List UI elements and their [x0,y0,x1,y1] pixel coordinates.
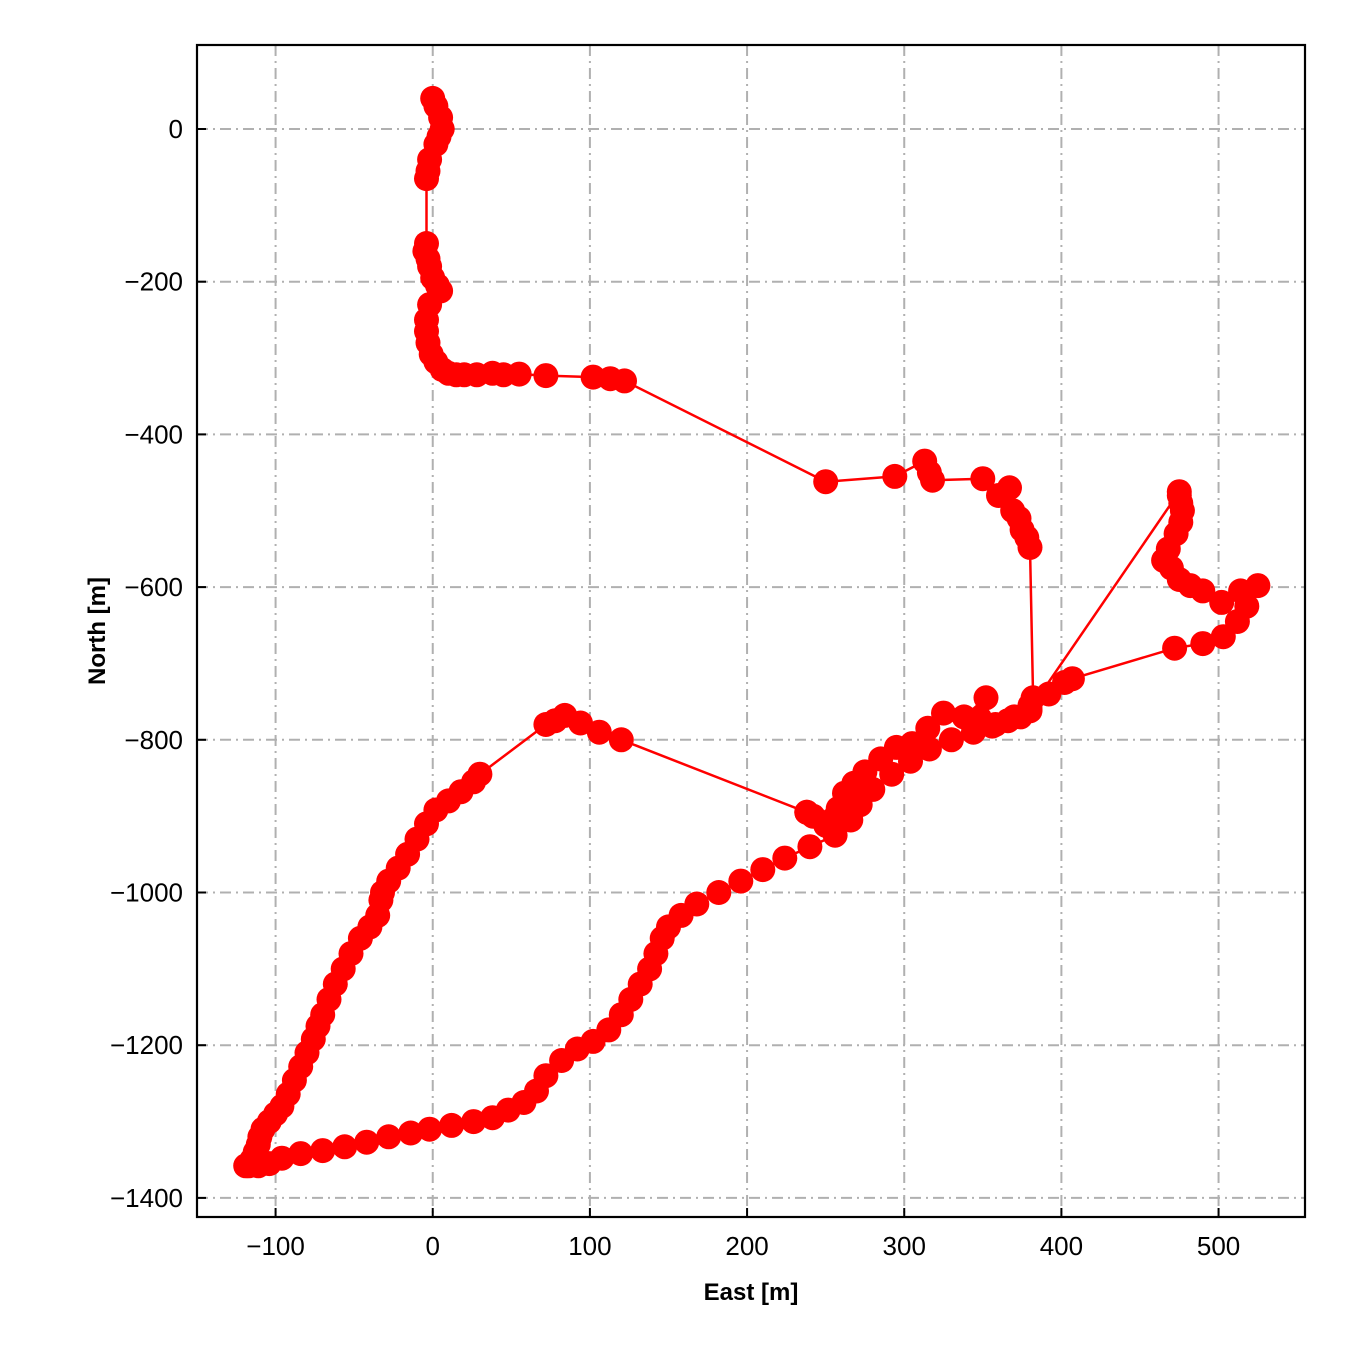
trajectory-point [879,761,905,787]
trajectory-point [310,1138,336,1164]
trajectory-point [586,719,612,745]
x-tick-label: 0 [426,1231,440,1261]
trajectory-point [772,845,798,871]
x-axis-label: East [m] [704,1279,799,1306]
trajectory-point [898,748,923,774]
y-tick-label: 0 [169,114,183,144]
trajectory-point [750,857,776,883]
trajectory-point [916,736,942,762]
x-tick-label: 300 [883,1231,926,1261]
ticks: −100 0 100 200 300 400 5000−200−400−600−800−10… [110,114,1240,1261]
y-tick-label: −1000 [110,878,183,908]
trajectory-point [822,822,848,848]
trajectory-point [794,799,820,825]
trajectory-point [860,776,886,802]
trajectory-point [1209,589,1235,615]
trajectory-point [1017,698,1043,724]
trajectory-point [533,363,559,389]
trajectory-point [269,1145,295,1171]
y-tick-label: −1400 [110,1183,183,1213]
trajectory-point [417,1116,443,1142]
x-tick-label: 100 [568,1231,611,1261]
trajectory-point [398,1120,424,1146]
y-tick-label: −200 [124,267,183,297]
grid-lines [197,45,1305,1217]
x-tick-label: 400 [1040,1231,1083,1261]
x-tick-label: −100 [246,1231,305,1261]
y-tick-label: −800 [124,725,183,755]
trajectory-point [915,715,941,741]
trajectory-point [973,685,999,711]
trajectory-point [612,368,637,394]
trajectory-point [1190,631,1216,657]
x-tick-label: 200 [725,1231,768,1261]
x-tick-label: 500 [1197,1231,1240,1261]
trajectory-point [439,1112,465,1138]
trajectory-point [882,463,908,489]
trajectory-point [1228,578,1254,604]
trajectory-point [1166,479,1192,505]
trajectory-point [533,1063,559,1089]
trajectory-point [332,1134,358,1160]
trajectory-point [533,712,559,737]
trajectory-point [376,1124,402,1150]
trajectory-point [288,1141,314,1167]
y-tick-label: −600 [124,572,183,602]
trajectory-point [970,466,996,492]
trajectory-point [728,868,754,894]
plot-frame [195,43,1307,1219]
trajectory-point [684,891,710,917]
y-tick-label: −1200 [110,1030,183,1060]
trajectory-line [244,97,1260,1168]
y-axis-label: North [m] [84,577,111,685]
trajectory-point [414,166,439,192]
trajectory-point [354,1129,380,1155]
trajectory-point [920,467,945,493]
trajectory-point [997,475,1022,501]
trajectory-point [461,1109,487,1135]
trajectory-point [931,700,956,726]
series-layer [233,85,1271,1179]
trajectory-point [1017,534,1043,560]
y-tick-label: −400 [124,419,183,449]
trajectory-point [938,727,964,753]
trajectory-point [506,361,532,387]
trajectory-point [960,719,986,745]
trajectory-point [706,880,732,905]
trajectory-point [608,727,634,753]
trajectory-point [1162,635,1188,661]
trajectory-point [797,834,823,860]
trajectory-point [813,469,839,495]
trajectory-point [1059,666,1085,692]
